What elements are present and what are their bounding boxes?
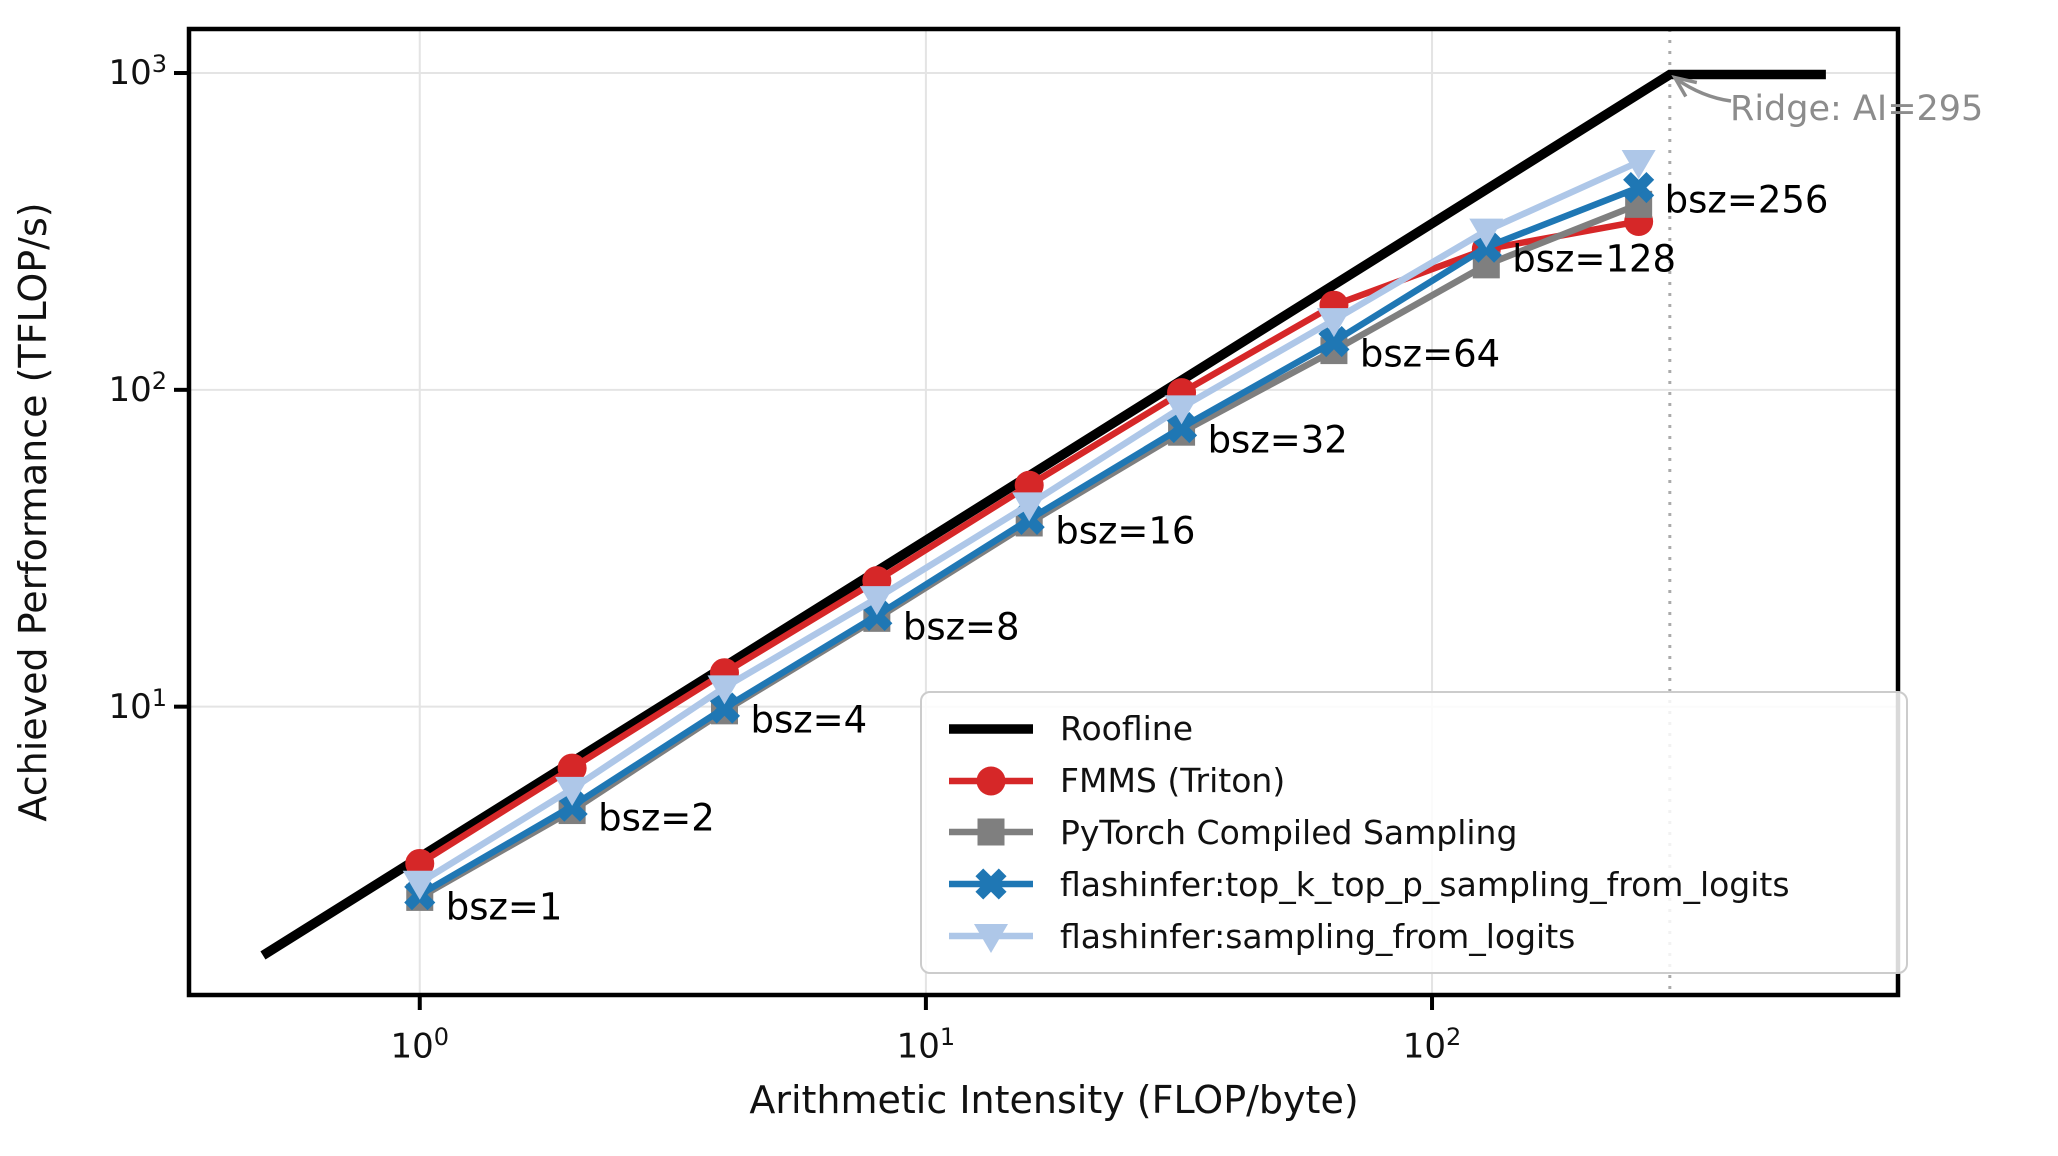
point-label-bsz=1: bsz=1 — [445, 885, 563, 929]
x-tick-label: 102 — [1402, 1023, 1462, 1067]
legend-item-1: FMMS (Triton) — [946, 760, 1882, 802]
x-marker — [1318, 326, 1350, 358]
triangle-down-marker — [1012, 492, 1047, 522]
x-tick-label: 100 — [390, 1023, 450, 1067]
legend-item-2: PyTorch Compiled Sampling — [946, 811, 1882, 853]
square-marker — [977, 818, 1005, 846]
x-marker — [1623, 171, 1655, 204]
point-label-bsz=256: bsz=256 — [1664, 178, 1829, 222]
triangle-down-marker — [402, 870, 437, 900]
y-tick-label: 103 — [108, 49, 167, 94]
point-label-bsz=128: bsz=128 — [1512, 237, 1677, 281]
legend-label: flashinfer:sampling_from_logits — [1060, 916, 1576, 956]
triangle-down-marker — [1469, 218, 1504, 248]
y-tick-label: 101 — [108, 683, 167, 727]
circle-marker — [976, 766, 1006, 796]
legend-sample — [949, 724, 1033, 734]
triangle-down-marker — [974, 924, 1008, 954]
circle-marker — [557, 753, 587, 783]
legend-item-4: flashinfer:sampling_from_logits — [946, 915, 1882, 957]
y-axis-label: Achieved Performance (TFLOP/s) — [11, 202, 55, 822]
ridge-annotation-label: Ridge: AI=295 — [1730, 89, 1984, 129]
x-tick-label: 101 — [896, 1023, 956, 1067]
point-label-bsz=4: bsz=4 — [750, 698, 868, 742]
x-axis-label: Arithmetic Intensity (FLOP/byte) — [749, 1078, 1359, 1122]
x-marker — [556, 790, 588, 822]
legend-item-0: Roofline — [946, 708, 1882, 750]
x-marker — [975, 868, 1007, 900]
x-marker — [708, 692, 741, 724]
triangle-down-marker — [555, 776, 590, 806]
x-marker — [1166, 412, 1198, 444]
legend-label: PyTorch Compiled Sampling — [1060, 812, 1518, 852]
x-marker — [556, 790, 588, 822]
legend-item-3: flashinfer:top_k_top_p_sampling_from_log… — [946, 863, 1882, 905]
x-marker — [861, 599, 893, 632]
point-label-bsz=16: bsz=16 — [1055, 509, 1196, 553]
x-marker — [861, 599, 893, 632]
legend-sample — [949, 868, 1033, 900]
triangle-down-marker — [859, 586, 894, 616]
triangle-down-marker — [1621, 149, 1656, 179]
x-marker — [1318, 326, 1350, 358]
x-marker — [1166, 412, 1198, 444]
triangle-down-marker — [1316, 308, 1351, 338]
legend-label: FMMS (Triton) — [1060, 761, 1286, 801]
y-tick-label: 102 — [108, 366, 167, 411]
legend: Roofline FMMS (Triton) PyTorch Compiled Sa… — [920, 691, 1908, 974]
x-marker — [708, 692, 741, 724]
legend-label: Roofline — [1060, 709, 1193, 749]
legend-sample — [949, 766, 1033, 796]
ridge-arrowhead — [1671, 74, 1698, 98]
legend-label: flashinfer:top_k_top_p_sampling_from_log… — [1060, 864, 1790, 904]
point-label-bsz=32: bsz=32 — [1207, 418, 1348, 462]
legend-sample — [949, 924, 1033, 954]
ridge-arrow — [1674, 77, 1732, 103]
legend-sample — [949, 818, 1033, 846]
triangle-down-marker — [1164, 395, 1199, 425]
point-label-bsz=2: bsz=2 — [598, 796, 715, 840]
triangle-down-marker — [707, 675, 742, 705]
x-marker — [975, 868, 1007, 900]
circle-marker — [405, 848, 435, 878]
plot-border — [186, 26, 1901, 998]
x-marker — [1623, 171, 1655, 204]
point-label-bsz=8: bsz=8 — [902, 605, 1020, 649]
point-label-bsz=64: bsz=64 — [1359, 332, 1501, 376]
